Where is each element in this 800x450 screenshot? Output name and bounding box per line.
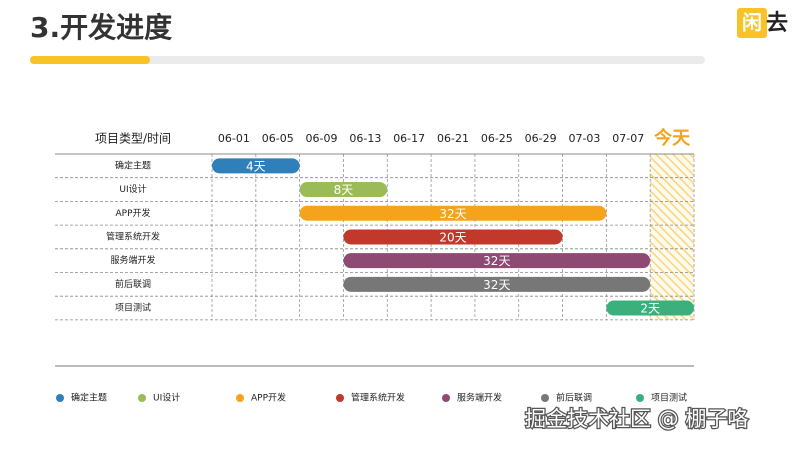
x-tick-label: 06-13 [349,132,381,145]
task-duration: 4天 [246,159,266,173]
gantt-chart: 项目类型/时间 06-01 06-05 06-09 06-13 06-17 06-21 06-… [55,127,695,404]
legend-label: 管理系统开发 [351,392,405,404]
task-bar [343,229,563,245]
task-bar [606,300,694,316]
legend-label: APP开发 [251,392,286,404]
task-duration: 32天 [439,207,466,221]
x-tick-label: 07-03 [568,132,600,145]
legend-swatch [138,394,146,402]
x-tick-label: 06-29 [525,132,557,145]
x-tick-label: 06-01 [218,132,250,145]
row-label: APP开发 [115,207,150,219]
x-tick-label: 06-21 [437,132,469,145]
x-tick-label: 07-07 [612,132,644,145]
legend-label: 前后联调 [556,392,592,404]
slide-title: 3.开发进度 [30,11,172,44]
logo-text: 去 [766,11,788,36]
row-label: 项目测试 [115,302,151,314]
task-bar [299,205,607,221]
legend-swatch [442,394,450,402]
task-duration: 32天 [483,254,510,268]
logo-icon-text: 闲 [742,11,762,35]
x-tick-label: 06-05 [262,132,294,145]
row-label: 确定主题 [115,159,151,171]
logo-icon [737,8,767,38]
legend-label: 确定主题 [71,392,107,404]
legend-swatch [56,394,64,402]
title-progress [30,56,150,64]
row-label: 前后联调 [115,278,151,290]
legend-label: 服务端开发 [457,392,502,404]
task-bar [299,182,388,198]
task-bar [343,253,651,269]
task-duration: 8天 [334,183,354,197]
task-duration: 32天 [483,278,510,292]
legend-swatch [541,394,549,402]
task-duration: 2天 [640,302,660,316]
x-tick-label: 06-25 [481,132,513,145]
today-label: 今天 [654,127,691,149]
row-header: 项目类型/时间 [95,132,171,146]
title-track [30,56,705,64]
legend-swatch [336,394,344,402]
x-tick-label: 06-17 [393,132,425,145]
watermark: 掘金技术社区 @ 棚子咯 [525,407,748,431]
legend-swatch [636,394,644,402]
legend-label: UI设计 [153,392,180,404]
row-label: 服务端开发 [110,254,155,266]
legend-label: 项目测试 [651,392,687,404]
today-highlight [650,154,694,320]
task-bar [212,158,300,174]
x-tick-label: 06-09 [306,132,338,145]
task-bar [343,276,651,292]
row-label: 管理系统开发 [106,230,160,242]
task-duration: 20天 [439,230,466,244]
legend-swatch [236,394,244,402]
row-label: UI设计 [119,183,146,195]
